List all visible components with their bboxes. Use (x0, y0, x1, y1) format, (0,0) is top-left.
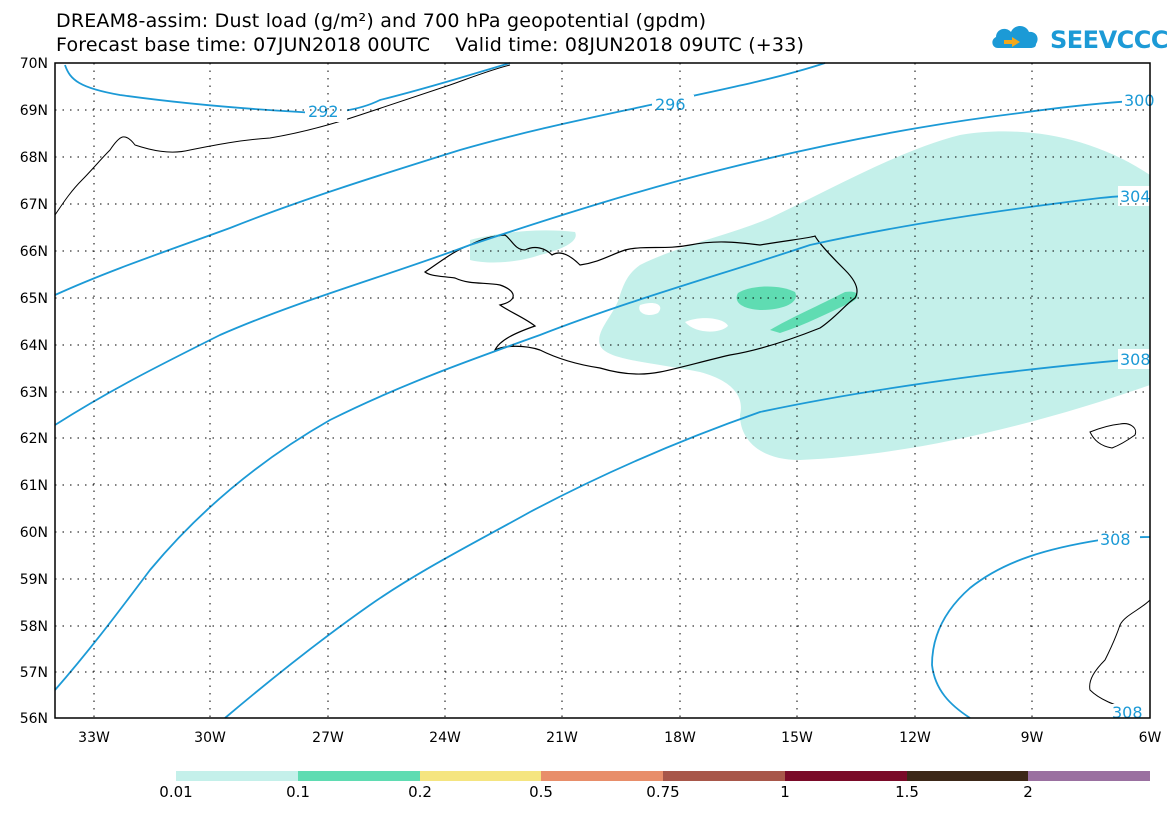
contour-304 (54, 194, 1151, 691)
lat-tick: 66N (20, 244, 48, 260)
dust-area-mid-2 (770, 291, 858, 333)
greenland-coastline (54, 64, 511, 216)
contour-label-304: 304 (1120, 187, 1151, 206)
contour-308b (931, 536, 1151, 719)
contour-296 (54, 62, 826, 296)
map-frame (54, 62, 1151, 719)
colorbar-segment (420, 771, 541, 781)
lat-tick: 56N (20, 711, 48, 727)
colorbar-segment (907, 771, 1028, 781)
colorbar-segment (785, 771, 907, 781)
lon-tick: 12W (899, 730, 931, 746)
lat-tick: 62N (20, 431, 48, 447)
lat-tick: 70N (20, 56, 48, 72)
lat-tick: 61N (20, 478, 48, 494)
colorbar-segment (663, 771, 785, 781)
contour-292 (64, 62, 511, 114)
dust-area-low (599, 131, 1150, 461)
lat-tick: 57N (20, 665, 48, 681)
contour-label-308: 308 (1120, 350, 1151, 369)
iceland-coastline (423, 234, 858, 375)
colorbar-segment (1028, 771, 1150, 781)
lat-tick: 64N (20, 338, 48, 354)
lat-tick: 68N (20, 150, 48, 166)
colorbar-segment (541, 771, 663, 781)
contour-label-300: 300 (1124, 91, 1155, 110)
lon-tick: 33W (78, 730, 110, 746)
map-title-line2: Forecast base time: 07JUN2018 00UTC Vali… (56, 34, 805, 56)
lat-tick: 65N (20, 291, 48, 307)
lon-tick: 6W (1139, 730, 1162, 746)
lat-tick: 59N (20, 572, 48, 588)
lon-tick: 21W (546, 730, 578, 746)
seevccc-logo-text: SEEVCCC (1050, 26, 1169, 54)
contour-308a (224, 357, 1151, 719)
contour-label-308b: 308 (1100, 530, 1131, 549)
contour-label-292: 292 (308, 102, 339, 121)
faroe-coastline (1089, 423, 1137, 449)
lon-tick: 27W (312, 730, 344, 746)
lat-tick: 67N (20, 197, 48, 213)
lon-tick: 9W (1021, 730, 1044, 746)
lat-tick: 60N (20, 525, 48, 541)
lat-tick: 63N (20, 385, 48, 401)
colorbar-segment (176, 771, 298, 781)
dust-area-low-west (470, 230, 576, 263)
lat-tick: 58N (20, 619, 48, 635)
lon-tick: 24W (429, 730, 461, 746)
seevccc-logo (992, 26, 1038, 48)
map-title-line1: DREAM8-assim: Dust load (g/m²) and 700 h… (56, 10, 707, 32)
contour-label-296: 296 (655, 95, 686, 114)
lon-tick: 18W (664, 730, 696, 746)
contour-label-308c: 308 (1112, 703, 1143, 722)
lat-tick-labels: 70N 69N 68N 67N 66N 65N 64N 63N 62N 61N … (20, 56, 48, 727)
colorbar (176, 771, 1150, 781)
lon-tick: 15W (781, 730, 813, 746)
contour-labels: 292 296 300 304 308 308 308 (305, 90, 1155, 722)
lon-tick: 30W (194, 730, 226, 746)
dust-shading (470, 131, 1150, 461)
map-grid (55, 63, 1150, 718)
lon-tick-labels: 33W 30W 27W 24W 21W 18W 15W 12W 9W 6W (78, 730, 1161, 746)
scotland-coastline (1089, 599, 1151, 719)
geopotential-contours (54, 62, 1151, 719)
contour-300 (54, 99, 1151, 426)
colorbar-segment (298, 771, 420, 781)
dust-area-mid-1 (736, 286, 796, 310)
lat-tick: 69N (20, 103, 48, 119)
